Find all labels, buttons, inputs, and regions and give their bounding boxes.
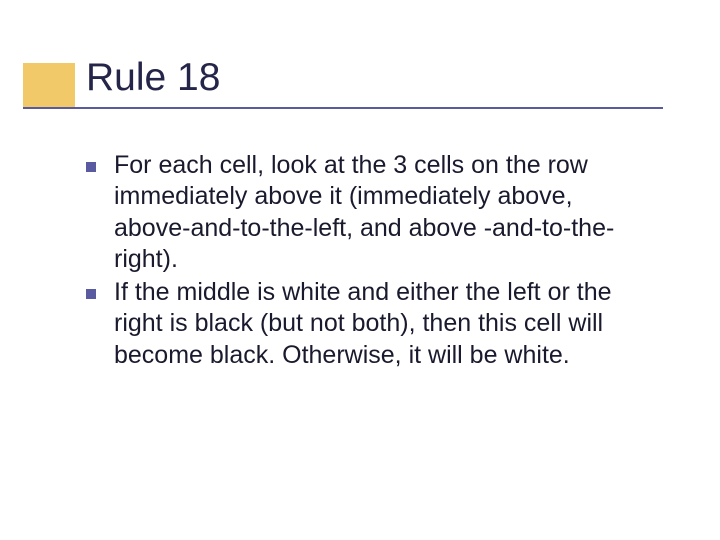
list-item: If the middle is white and either the le… [86, 277, 646, 371]
bullet-text: For each cell, look at the 3 cells on th… [114, 150, 646, 275]
slide-title: Rule 18 [86, 56, 220, 100]
square-bullet-icon [86, 289, 96, 299]
bullet-text: If the middle is white and either the le… [114, 277, 646, 371]
slide: Rule 18 For each cell, look at the 3 cel… [0, 0, 720, 540]
square-bullet-icon [86, 162, 96, 172]
slide-body: For each cell, look at the 3 cells on th… [86, 150, 646, 373]
title-accent-block [23, 63, 75, 107]
list-item: For each cell, look at the 3 cells on th… [86, 150, 646, 275]
title-underline [23, 107, 663, 109]
